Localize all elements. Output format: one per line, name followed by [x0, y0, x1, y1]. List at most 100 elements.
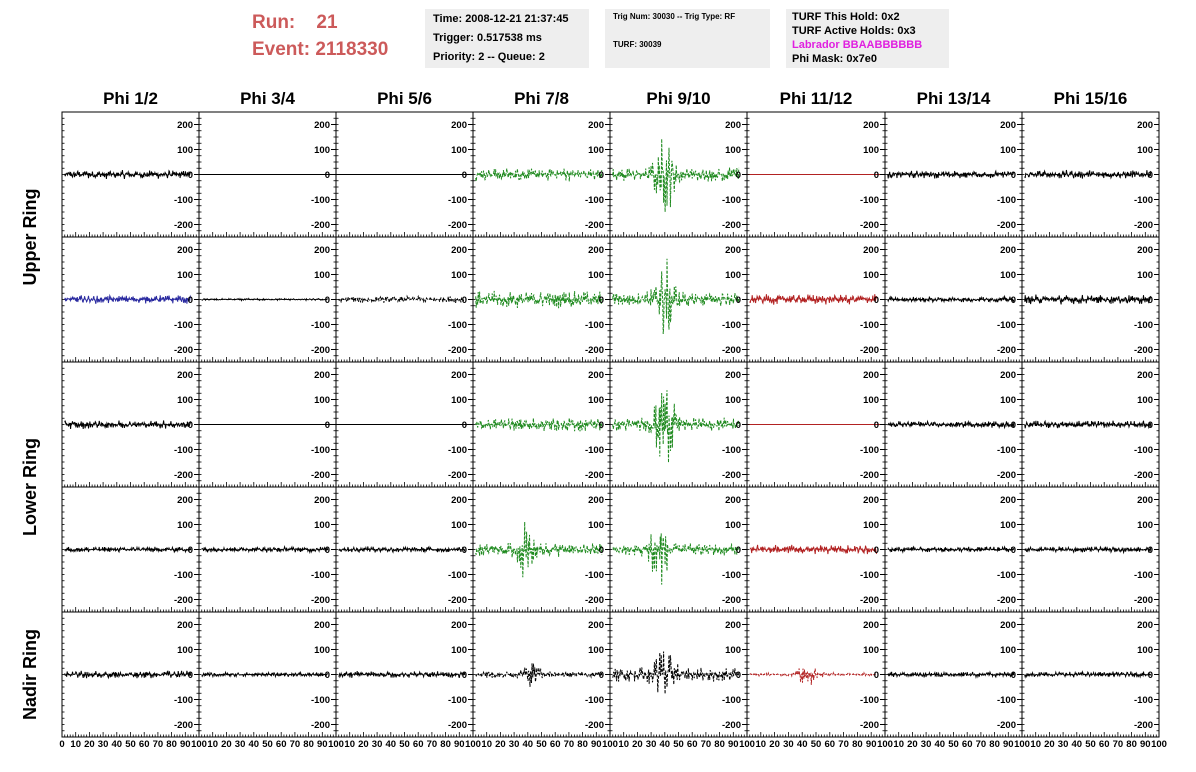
y-tick-label: -200: [174, 345, 193, 356]
trig-info-box: Trig Num: 30030 -- Trig Type: RF TURF: 3…: [605, 9, 770, 68]
y-tick-label: 100: [1137, 145, 1153, 156]
y-tick-label: 100: [1137, 395, 1153, 406]
x-tick-label: 100: [1014, 739, 1030, 750]
turf-info-box: TURF This Hold: 0x2 TURF Active Holds: 0…: [786, 9, 949, 68]
x-tick-label: 10: [70, 739, 81, 750]
x-tick-label: 70: [427, 739, 438, 750]
waveform-panel: -200 -100 0 100 200: [1021, 611, 1160, 738]
x-tick-label: 30: [783, 739, 794, 750]
y-tick-label: -100: [997, 195, 1016, 206]
y-tick-label: -200: [311, 220, 330, 231]
y-tick-label: 100: [451, 520, 467, 531]
y-tick-label: 0: [736, 420, 741, 431]
y-tick-label: 0: [736, 545, 741, 556]
y-tick-label: 200: [451, 495, 467, 506]
x-tick-label: 60: [825, 739, 836, 750]
x-tick-label: 90: [1003, 739, 1014, 750]
y-tick-label: 200: [1137, 245, 1153, 256]
y-tick-label: 0: [1011, 420, 1016, 431]
waveform-panel: -200 -100 0 100 200: [198, 111, 337, 238]
waveform-panel: -200 -100 0 100 200: [1021, 486, 1160, 613]
y-tick-label: 100: [588, 145, 604, 156]
waveform-panel: -200 -100 0 100 200: [335, 611, 474, 738]
x-tick-label: 80: [440, 739, 451, 750]
waveform-panel: -200 -100 0 100 200: [61, 486, 200, 613]
y-tick-label: -100: [860, 695, 879, 706]
waveform-panel: -200 -100 0 100 200: [61, 611, 200, 738]
x-tick-label: 40: [660, 739, 671, 750]
y-tick-label: 0: [1011, 295, 1016, 306]
x-tick-label: 20: [495, 739, 506, 750]
x-tick-label: 40: [1072, 739, 1083, 750]
priority-text: Priority: 2 -- Queue: 2: [433, 51, 545, 63]
y-tick-label: 200: [588, 620, 604, 631]
waveform-trace: [612, 533, 740, 585]
y-tick-label: 0: [462, 420, 467, 431]
x-tick-label: 90: [454, 739, 465, 750]
y-tick-label: 200: [588, 370, 604, 381]
y-tick-label: -200: [311, 345, 330, 356]
y-tick-label: 0: [462, 545, 467, 556]
waveform-panel: -200 -100 0 100 200: [609, 111, 748, 238]
y-tick-label: -200: [997, 220, 1016, 231]
x-tick-label: 50: [673, 739, 684, 750]
waveform-panel: -200 -100 0 100 200: [198, 236, 337, 363]
y-tick-label: 0: [599, 670, 604, 681]
y-tick-label: -100: [311, 320, 330, 331]
y-tick-label: 100: [863, 520, 879, 531]
y-tick-label: 0: [462, 670, 467, 681]
waveform-trace: [887, 419, 1015, 430]
y-tick-label: 200: [725, 495, 741, 506]
y-tick-label: -100: [174, 195, 193, 206]
y-tick-label: 0: [1011, 170, 1016, 181]
y-tick-label: 0: [1148, 295, 1153, 306]
x-tick-label: 50: [125, 739, 136, 750]
y-tick-label: -100: [585, 695, 604, 706]
y-tick-label: -100: [311, 195, 330, 206]
waveform-panel: -200 -100 0 100 200: [884, 486, 1023, 613]
waveform-trace: [887, 169, 1015, 179]
x-tick-label: 50: [536, 739, 547, 750]
x-tick-label: 40: [249, 739, 260, 750]
x-tick-label: 20: [907, 739, 918, 750]
x-tick-label: 20: [632, 739, 643, 750]
x-tick-label: 70: [838, 739, 849, 750]
x-tick-label: 50: [811, 739, 822, 750]
time-text: Time: 2008-12-21 21:37:45: [433, 13, 569, 25]
event-value: 2118330: [315, 39, 389, 60]
waveform-panel: -200 -100 0 100 200: [746, 111, 886, 238]
waveform-panel: -200 -100 0 100 200: [335, 361, 474, 488]
ring-label: Upper Ring: [20, 189, 40, 286]
y-tick-label: 100: [314, 395, 330, 406]
y-tick-label: -100: [860, 195, 879, 206]
y-tick-label: 200: [725, 370, 741, 381]
y-tick-label: -200: [174, 595, 193, 606]
waveform-panel: -200 -100 0 100 200: [61, 111, 200, 238]
y-tick-label: -100: [448, 695, 467, 706]
waveform-panel: -200 -100 0 100 200: [609, 361, 748, 488]
y-tick-label: 0: [462, 170, 467, 181]
waveform-panel: -200 -100 0 100 200: [335, 236, 474, 363]
y-tick-label: -200: [1134, 470, 1153, 481]
y-tick-label: 0: [325, 420, 330, 431]
x-tick-label: 90: [1140, 739, 1151, 750]
waveform-trace: [887, 545, 1015, 554]
y-tick-label: 0: [1148, 170, 1153, 181]
y-tick-label: 100: [863, 145, 879, 156]
y-tick-label: 200: [588, 120, 604, 131]
waveform-trace: [64, 670, 192, 680]
waveform-trace: [64, 293, 192, 305]
y-tick-label: 100: [451, 270, 467, 281]
x-tick-label: 100: [1151, 739, 1167, 750]
x-tick-label: 10: [893, 739, 904, 750]
y-tick-label: 0: [736, 295, 741, 306]
y-tick-label: 200: [451, 370, 467, 381]
y-tick-label: 100: [314, 145, 330, 156]
event-label: Event:: [252, 39, 311, 60]
x-tick-label: 10: [481, 739, 492, 750]
y-tick-label: 100: [1137, 520, 1153, 531]
y-tick-label: -100: [860, 570, 879, 581]
x-tick-label: 70: [701, 739, 712, 750]
x-tick-label: 70: [564, 739, 575, 750]
y-tick-label: 200: [1137, 495, 1153, 506]
